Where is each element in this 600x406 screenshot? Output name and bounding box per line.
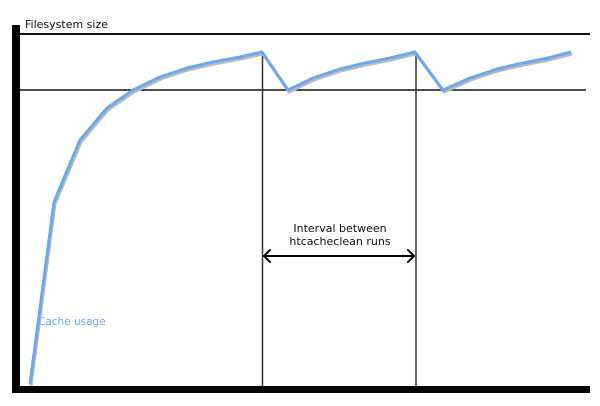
cache-usage-label: Cache usage (38, 316, 106, 328)
cache-usage-curve (28, 50, 572, 385)
y-axis-label: Filesystem size (25, 18, 108, 31)
x-axis (12, 386, 590, 393)
y-axis (12, 25, 20, 393)
interval-arrow (262, 249, 416, 263)
cache-usage-curve-shadow (29, 52, 573, 387)
interval-label-line2: htcacheclean runs (289, 235, 390, 248)
interval-label-line1: Interval between (293, 222, 386, 235)
